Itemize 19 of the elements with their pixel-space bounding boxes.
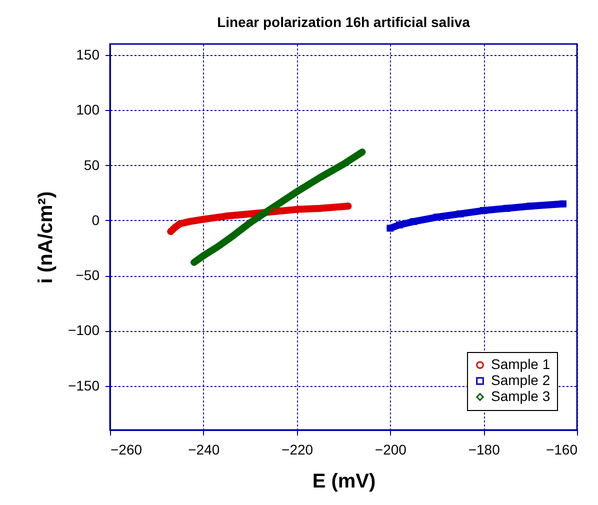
x-tick-label: −260 — [110, 442, 142, 458]
y-tick-label: 100 — [76, 102, 100, 118]
y-axis-title: i (nA/cm²) — [34, 191, 57, 284]
x-tick-label: −160 — [546, 442, 578, 458]
x-tick-label: −180 — [468, 442, 500, 458]
y-tick-label: −50 — [76, 267, 100, 284]
legend-label: Sample 1 — [491, 356, 550, 372]
y-tick-label: 50 — [84, 156, 100, 173]
y-tick-label: 150 — [76, 46, 100, 63]
y-tick-label: −100 — [68, 322, 100, 338]
y-tick-label: −150 — [68, 377, 100, 394]
x-tick-label: −220 — [282, 442, 314, 458]
legend-label: Sample 2 — [491, 372, 550, 388]
x-tick-label: −200 — [374, 442, 407, 458]
x-tick-label: −240 — [188, 442, 220, 458]
y-tick-label: 0 — [92, 212, 100, 228]
legend-label: Sample 3 — [491, 388, 550, 404]
chart-title: Linear polarization 16h artificial saliva — [217, 14, 470, 30]
x-axis-title: E (mV) — [312, 470, 376, 492]
